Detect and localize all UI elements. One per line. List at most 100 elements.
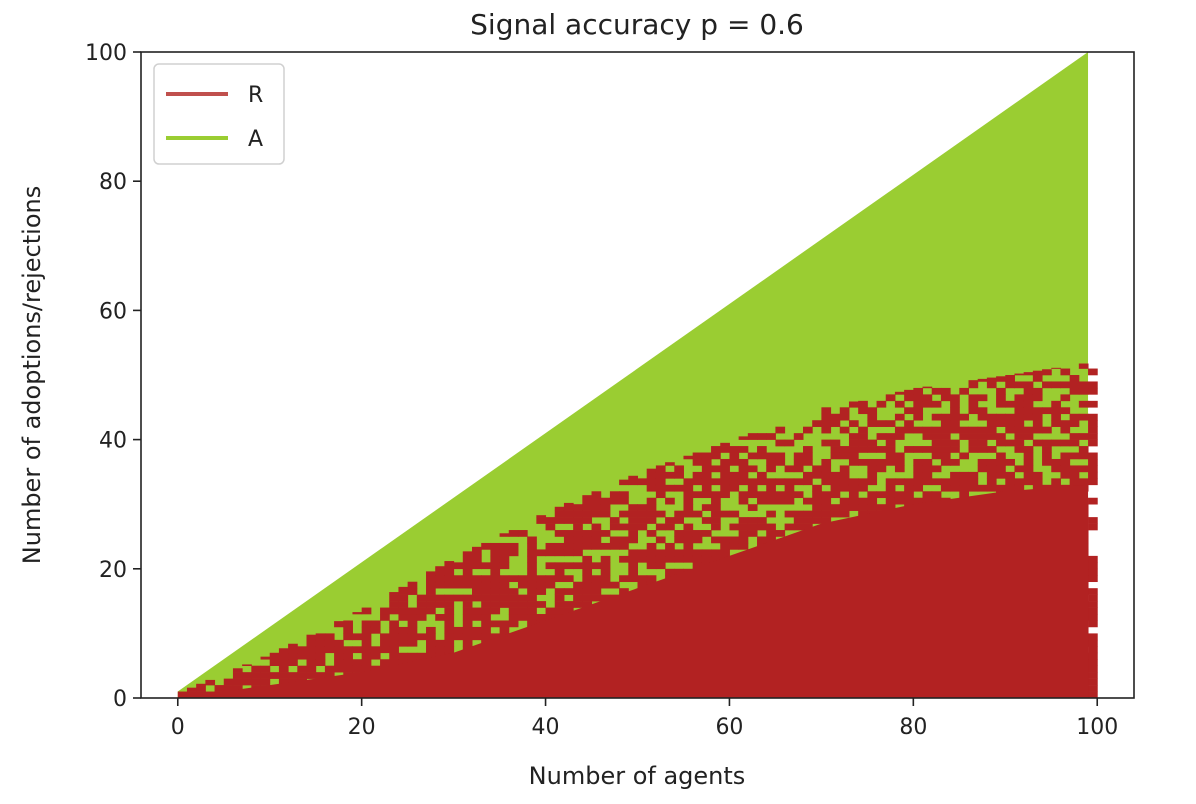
mixed-band-cell [426, 639, 436, 647]
mixed-band-cell [757, 452, 767, 460]
mixed-band-cell [894, 426, 905, 434]
mixed-band-cell [1060, 439, 1071, 447]
mixed-band-cell [444, 594, 455, 602]
mixed-band-cell [950, 446, 960, 453]
mixed-band-cell [986, 484, 997, 492]
mixed-band-cell [398, 659, 409, 666]
mixed-band-cell [582, 575, 593, 583]
mixed-band-cell [1088, 633, 1098, 641]
mixed-band-cell [821, 504, 832, 511]
mixed-band-cell [278, 648, 289, 654]
mixed-band-cell [1023, 465, 1034, 473]
mixed-band-cell [977, 426, 988, 434]
mixed-band-cell [343, 620, 353, 628]
mixed-band-cell [1088, 685, 1098, 692]
mixed-band-cell [1088, 523, 1098, 531]
mixed-band-cell [867, 465, 878, 473]
mixed-band-cell [527, 536, 537, 544]
mixed-band-cell [499, 588, 510, 595]
mixed-band-cell [527, 568, 537, 576]
mixed-band-cell [701, 465, 712, 473]
mixed-band-cell [582, 562, 593, 570]
mixed-band-cell [793, 478, 804, 486]
mixed-band-cell [821, 407, 832, 415]
mixed-band-cell [361, 652, 372, 660]
mixed-band-cell [913, 387, 924, 395]
mixed-band-cell [839, 452, 850, 460]
mixed-band-cell [674, 549, 684, 557]
mixed-band-cell [563, 607, 574, 615]
mixed-band-cell [1088, 639, 1098, 647]
mixed-band-cell [1023, 413, 1034, 421]
mixed-band-cell [766, 530, 776, 537]
mixed-band-cell [490, 555, 501, 563]
mixed-band-cell [821, 510, 832, 518]
mixed-band-cell [1032, 370, 1043, 376]
mixed-band-cell [940, 439, 951, 447]
mixed-band-cell [260, 656, 271, 660]
mixed-band-cell [1014, 373, 1025, 376]
mixed-band-cell [996, 452, 1006, 460]
mixed-band-cell [315, 633, 326, 641]
mixed-band-cell [858, 504, 868, 511]
mixed-band-cell [619, 555, 629, 563]
y-axis: 0 20 40 60 80 100 [85, 41, 141, 712]
mixed-band-cell [416, 601, 427, 608]
mixed-band-cell [1014, 446, 1025, 453]
mixed-band-cell [711, 497, 721, 505]
mixed-band-cell [655, 523, 666, 531]
mixed-band-cell [600, 497, 611, 505]
mixed-band-cell [582, 530, 593, 537]
mixed-band-cell [435, 568, 445, 576]
mixed-band-cell [1051, 413, 1061, 421]
mixed-band-cell [481, 575, 491, 583]
mixed-band-cell [1088, 614, 1098, 621]
mixed-band-cell [1023, 471, 1034, 479]
mixed-band-cell [885, 420, 896, 427]
mixed-band-cell [931, 491, 942, 499]
mixed-band-cell [968, 478, 979, 486]
mixed-band-cell [389, 639, 399, 647]
mixed-band-cell [278, 652, 289, 660]
mixed-band-cell [876, 446, 887, 453]
mixed-band-cell [646, 497, 657, 505]
mixed-band-cell [297, 652, 307, 660]
mixed-band-cell [701, 478, 712, 486]
mixed-band-cell [1088, 420, 1098, 427]
mixed-band-cell [260, 678, 271, 686]
mixed-band-cell [646, 549, 657, 557]
mixed-band-cell [324, 639, 335, 647]
mixed-band-cell [1014, 407, 1025, 415]
mixed-band-cell [297, 672, 307, 679]
mixed-band-cell [269, 659, 280, 666]
mixed-band-cell [904, 389, 914, 395]
mixed-band-cell [1023, 478, 1034, 486]
mixed-band-cell [922, 471, 933, 479]
mixed-band-cell [1078, 433, 1089, 440]
mixed-band-cell [481, 633, 491, 641]
mixed-band-cell [950, 400, 960, 408]
mixed-band-cell [729, 478, 740, 486]
mixed-band-cell [462, 555, 473, 563]
mixed-band-cell [609, 542, 620, 550]
mixed-band-cell [1014, 394, 1025, 402]
mixed-band-cell [867, 471, 878, 479]
mixed-band-cell [517, 575, 528, 583]
mixed-band-cell [729, 510, 740, 518]
mixed-band-cell [793, 458, 804, 466]
mixed-band-cell [996, 420, 1006, 427]
mixed-band-cell [977, 439, 988, 447]
mixed-band-cell [490, 594, 501, 602]
mixed-band-cell [582, 588, 593, 595]
mixed-band-cell [1088, 607, 1098, 615]
mixed-band-cell [499, 601, 510, 608]
mixed-band-cell [720, 446, 730, 453]
mixed-band-cell [1051, 465, 1061, 473]
mixed-band-cell [490, 581, 501, 589]
mixed-band-cell [784, 523, 795, 531]
mixed-band-cell [674, 555, 684, 563]
mixed-band-cell [839, 446, 850, 453]
mixed-band-cell [591, 536, 602, 544]
mixed-band-cell [536, 588, 547, 595]
mixed-band-cell [839, 407, 850, 415]
